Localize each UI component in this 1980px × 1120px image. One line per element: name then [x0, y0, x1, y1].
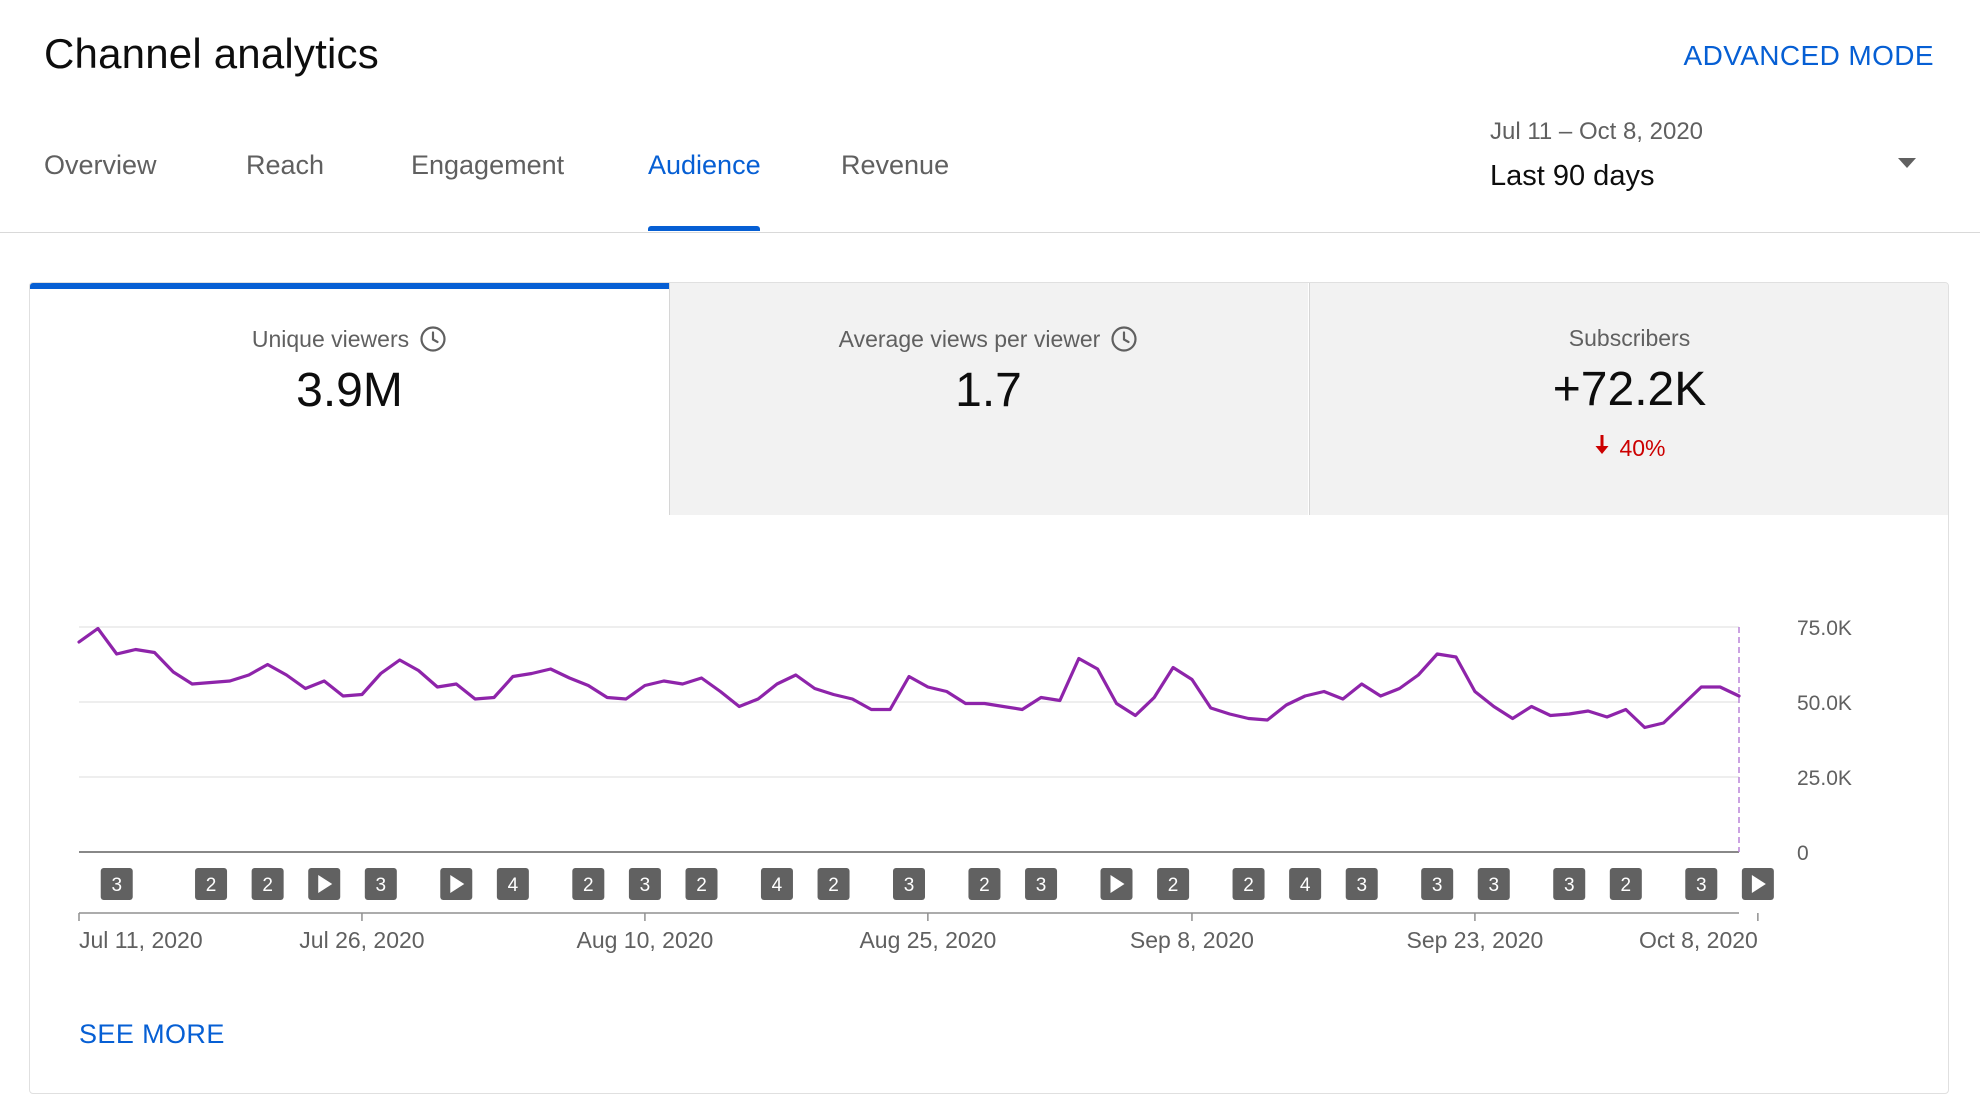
tab-overview[interactable]: Overview [44, 150, 157, 180]
upload-marker-count: 3 [904, 875, 915, 896]
upload-marker-count: 2 [1168, 875, 1179, 896]
metric-value: 1.7 [955, 364, 1022, 417]
upload-marker-count: 2 [262, 875, 273, 896]
upload-marker [1025, 868, 1058, 900]
upload-marker [572, 868, 605, 900]
date-period-text: Last 90 days [1490, 160, 1655, 192]
y-tick-label: 75.0K [1797, 617, 1852, 640]
metric-tabs: Unique viewers 3.9M Average views per vi… [30, 283, 1948, 515]
upload-marker [1345, 868, 1378, 900]
metric-unique-viewers[interactable]: Unique viewers 3.9M [30, 283, 669, 515]
x-tick-label: Oct 8, 2020 [1639, 927, 1758, 953]
audience-metrics-card: Unique viewers 3.9M Average views per vi… [29, 282, 1949, 1094]
upload-marker [1157, 868, 1190, 900]
metric-label: Unique viewers [251, 325, 410, 352]
upload-marker-count: 3 [111, 875, 122, 896]
advanced-mode-button[interactable]: ADVANCED MODE [1683, 40, 1934, 71]
upload-marker [1421, 868, 1454, 900]
metric-label: Average views per viewer [838, 325, 1101, 352]
see-more-link[interactable]: SEE MORE [79, 1019, 225, 1049]
upload-marker [1609, 868, 1642, 900]
upload-marker [1553, 868, 1586, 900]
date-range-picker[interactable]: Jul 11 – Oct 8, 2020 Last 90 days [1490, 118, 1930, 208]
tab-audience[interactable]: Audience [648, 150, 761, 180]
upload-marker [628, 868, 661, 900]
clock-icon[interactable] [1110, 325, 1138, 353]
y-tick-label: 50.0K [1797, 692, 1852, 715]
upload-marker-count: 3 [640, 875, 651, 896]
upload-marker [1685, 868, 1718, 900]
upload-marker [1232, 868, 1265, 900]
metric-subscribers[interactable]: Subscribers +72.2K 40% [1309, 283, 1948, 515]
metric-change: 40% [1309, 433, 1948, 463]
dropdown-arrow-icon [1898, 158, 1916, 168]
upload-marker [1477, 868, 1510, 900]
upload-marker-count: 3 [1488, 875, 1499, 896]
metric-divider [669, 283, 670, 515]
metric-change-value: 40% [1619, 434, 1666, 461]
header-divider [0, 232, 1980, 233]
upload-marker-count: 3 [1036, 875, 1047, 896]
arrow-down-icon [1593, 433, 1611, 463]
upload-marker-count: 2 [696, 875, 707, 896]
x-tick-label: Jul 26, 2020 [299, 927, 424, 953]
upload-marker-count: 3 [1564, 875, 1575, 896]
active-tab-indicator [648, 226, 760, 231]
metric-label: Subscribers [1568, 325, 1691, 351]
upload-marker-count: 2 [206, 875, 217, 896]
upload-marker-count: 2 [979, 875, 990, 896]
tab-revenue[interactable]: Revenue [841, 150, 950, 180]
play-icon [1751, 875, 1766, 893]
upload-marker [364, 868, 397, 900]
x-tick-label: Sep 23, 2020 [1406, 927, 1543, 953]
x-tick-label: Aug 10, 2020 [576, 927, 713, 953]
upload-marker [1289, 868, 1322, 900]
upload-marker [893, 868, 925, 900]
play-icon [318, 875, 333, 893]
upload-marker-count: 2 [583, 875, 594, 896]
page-title: Channel analytics [44, 30, 379, 77]
upload-marker [685, 868, 718, 900]
upload-marker [100, 868, 133, 900]
play-icon [450, 875, 465, 893]
clock-icon[interactable] [419, 325, 447, 353]
upload-marker [195, 868, 228, 900]
y-tick-label: 25.0K [1797, 767, 1852, 790]
metric-divider [1309, 283, 1310, 515]
upload-marker [760, 868, 793, 900]
upload-marker [817, 868, 850, 900]
upload-marker-count: 2 [1243, 875, 1254, 896]
x-tick-label: Aug 25, 2020 [859, 927, 996, 953]
metric-value: 3.9M [296, 364, 403, 417]
date-range-text: Jul 11 – Oct 8, 2020 [1490, 118, 1704, 145]
upload-marker-count: 4 [508, 875, 519, 896]
upload-marker-count: 2 [1621, 875, 1632, 896]
tab-engagement[interactable]: Engagement [411, 150, 565, 180]
play-icon [1110, 875, 1125, 893]
upload-marker-count: 2 [828, 875, 839, 896]
upload-marker [251, 868, 284, 900]
upload-marker [496, 868, 529, 900]
upload-marker-count: 4 [1300, 875, 1311, 896]
series-line-unique-viewers [77, 626, 1741, 730]
upload-marker-count: 3 [1356, 875, 1367, 896]
upload-marker-count: 3 [1696, 875, 1707, 896]
x-tick-label: Sep 8, 2020 [1130, 927, 1254, 953]
upload-marker-count: 4 [772, 875, 783, 896]
metric-value: +72.2K [1552, 363, 1707, 416]
metric-average-views-per-viewer[interactable]: Average views per viewer 1.7 [669, 283, 1308, 515]
upload-marker-count: 3 [376, 875, 387, 896]
y-tick-label: 0 [1797, 842, 1809, 865]
unique-viewers-line-chart: 75.0K 50.0K 25.0K 0 3 2 2 3 4 2 3 2 4 2 3 2 3 2 2 4 3 3 3 3 2 3 Ju… [77, 617, 1852, 953]
x-tick-label: Jul 11, 2020 [79, 927, 203, 953]
tab-reach[interactable]: Reach [246, 150, 325, 180]
upload-marker-count: 3 [1432, 875, 1443, 896]
upload-marker [968, 868, 1001, 900]
